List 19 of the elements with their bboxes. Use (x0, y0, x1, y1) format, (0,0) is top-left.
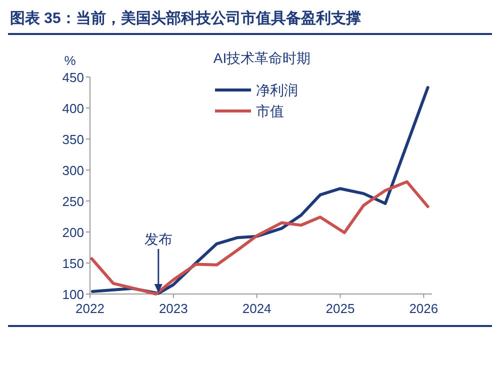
x-tick-label: 2026 (409, 301, 438, 316)
y-tick-label: 400 (62, 101, 84, 116)
y-axis-title: % (64, 53, 76, 68)
x-tick-label: 2024 (242, 301, 272, 316)
y-tick-label: 100 (62, 287, 84, 302)
y-tick-label: 450 (62, 70, 84, 85)
y-tick-label: 300 (62, 163, 84, 178)
y-tick-label: 250 (62, 194, 84, 209)
chart-title: 图表 35：当前，美国头部科技公司市值具备盈利支撑 (10, 9, 361, 27)
y-tick-label: 200 (62, 225, 84, 240)
legend-label: 市值 (256, 103, 284, 119)
x-tick-label: 2023 (158, 301, 188, 316)
chart-subtitle: AI技术革命时期 (213, 50, 311, 66)
legend-label: 净利润 (256, 82, 298, 98)
x-tick-label: 2025 (326, 301, 355, 316)
annotation: 发布 (144, 231, 172, 247)
y-tick-label: 350 (62, 132, 84, 147)
y-tick-label: 150 (62, 256, 84, 271)
x-tick-label: 2022 (76, 301, 104, 316)
